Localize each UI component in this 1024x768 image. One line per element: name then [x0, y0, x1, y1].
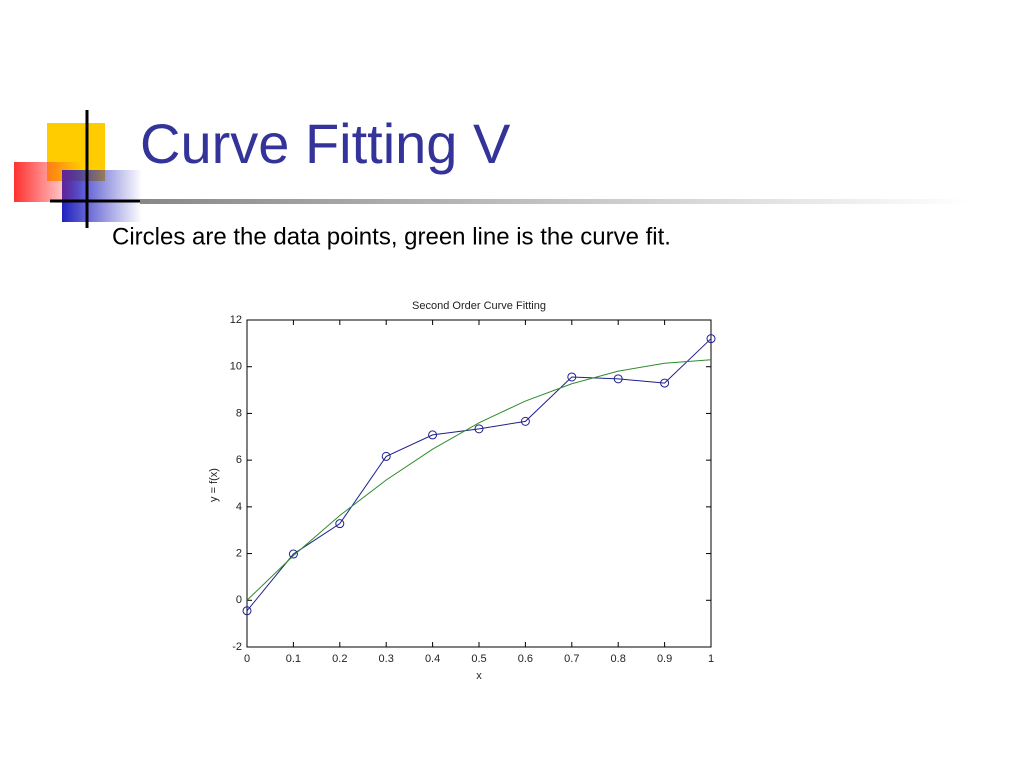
data-point — [242, 606, 252, 616]
x-tick-label: 0.5 — [471, 653, 486, 665]
x-tick-label: 0.4 — [425, 653, 440, 665]
x-tick-label: 0.3 — [379, 653, 394, 665]
data-point — [428, 430, 438, 440]
y-tick-label: 4 — [236, 501, 242, 513]
plot-frame — [246, 319, 712, 648]
x-tick-label: 0 — [244, 653, 250, 665]
y-tick-label: 10 — [230, 361, 242, 373]
series-line — [246, 359, 712, 601]
x-tick-label: 0.8 — [611, 653, 626, 665]
y-tick-label: 6 — [236, 454, 242, 466]
y-tick-label: 12 — [230, 314, 242, 326]
y-tick-label: 8 — [236, 407, 242, 419]
data-point — [567, 372, 577, 382]
y-tick-label: 0 — [236, 594, 242, 606]
series-line — [246, 338, 712, 612]
x-tick-label: 0.7 — [564, 653, 579, 665]
x-axis-label: x — [476, 670, 482, 682]
x-tick-label: 0.6 — [518, 653, 533, 665]
data-point — [660, 378, 670, 388]
data-point — [474, 424, 484, 434]
data-point — [381, 451, 391, 461]
x-tick-label: 0.1 — [286, 653, 301, 665]
x-tick-label: 1 — [708, 653, 714, 665]
slide-text: Circles are the data points, green line … — [112, 223, 671, 250]
y-tick-label: -2 — [232, 641, 242, 653]
data-point — [706, 334, 716, 344]
data-point — [335, 519, 345, 529]
deco-red — [14, 162, 82, 202]
y-tick-label: 2 — [236, 547, 242, 559]
data-point — [288, 549, 298, 559]
data-point — [520, 416, 530, 426]
slide-title: Curve Fitting V — [140, 112, 511, 175]
x-tick-label: 0.9 — [657, 653, 672, 665]
chart-title: Second Order Curve Fitting — [412, 300, 546, 312]
y-axis-label: y = f(x) — [208, 468, 220, 502]
data-point — [613, 374, 623, 384]
title-rule — [140, 199, 970, 204]
x-tick-label: 0.2 — [332, 653, 347, 665]
